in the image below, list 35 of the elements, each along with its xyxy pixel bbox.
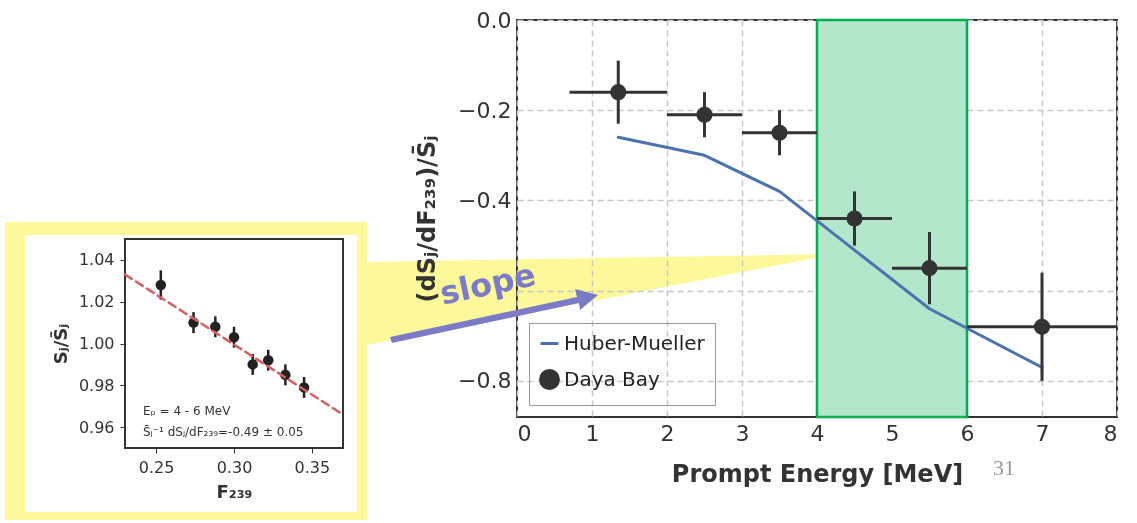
x-tick-label: 0.30 [216, 457, 253, 477]
legend-label: Huber-Mueller [564, 330, 706, 355]
point [210, 321, 221, 333]
text: 31 [993, 455, 1015, 480]
x-tick-label: 0.35 [294, 457, 331, 477]
y-tick-label: 1.02 [78, 292, 115, 312]
y-tick-label: 1.04 [78, 250, 115, 270]
point [155, 279, 167, 291]
annotation: S̄ⱼ⁻¹ dSⱼ/dF₂₃₉=-0.49 ± 0.05 [143, 424, 304, 439]
y-tick-label: 1.00 [78, 334, 115, 353]
x-axis-title: Prompt Energy [MeV] [671, 459, 964, 488]
y-tick-label: 0.0 [476, 7, 512, 33]
x-tick-label: 8 [1103, 420, 1118, 446]
y-tick-label: −0.2 [458, 97, 512, 123]
x-axis-title: F₂₃₉ [216, 480, 253, 502]
y-tick-label: −0.4 [458, 187, 512, 213]
x-tick-label: 5 [885, 420, 900, 446]
y-tick-label: −0.8 [458, 368, 512, 394]
x-tick-label: 0 [517, 420, 532, 446]
y-axis-title: (dSⱼ/dF₂₃₉)/S̄ⱼ [410, 135, 442, 303]
x-tick-label: 1 [585, 420, 600, 446]
legend-label: Daya Bay [564, 366, 661, 391]
point [228, 332, 240, 343]
x-tick-label: 2 [660, 420, 675, 446]
point [247, 359, 258, 370]
x-tick-label: 7 [1035, 420, 1050, 446]
x-tick-label: 6 [960, 420, 975, 446]
x-tick-label: 0.25 [138, 457, 175, 477]
x-tick-label: 3 [735, 420, 750, 446]
y-axis-title: Sⱼ/S̄ⱼ [49, 323, 71, 365]
y-tick-label: 0.96 [78, 417, 115, 437]
x-tick-label: 4 [810, 420, 825, 446]
y-tick-label: 0.98 [78, 375, 115, 395]
annotation: Eₚ = 4 - 6 MeV [143, 404, 232, 418]
point [263, 354, 274, 366]
